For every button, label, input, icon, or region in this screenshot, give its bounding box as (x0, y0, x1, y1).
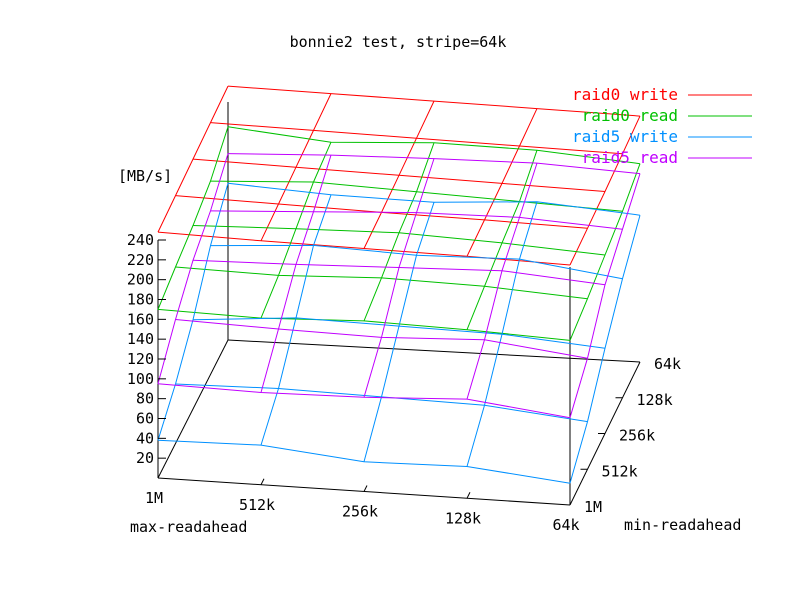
surface-2-col-4 (569, 215, 641, 484)
z-tick-label: 100 (127, 370, 154, 388)
z-tick-label: 80 (136, 390, 154, 408)
surface-1-col-1 (260, 141, 332, 319)
surface-0 (157, 85, 641, 266)
legend: raid0 write raid0 read raid5 write raid5 re… (572, 85, 752, 167)
legend-label-1: raid0 read (582, 106, 678, 125)
surface-1 (157, 126, 641, 341)
x-tick-label: 64k (552, 516, 579, 534)
surface-3 (157, 153, 641, 419)
surface-2-row-2 (192, 317, 606, 349)
surface-0-col-0 (157, 85, 229, 233)
z-tick-label: 120 (127, 350, 154, 368)
surface-2-col-1 (260, 194, 332, 446)
surface-1-row-1 (175, 266, 588, 300)
surface-0-col-4 (569, 115, 641, 266)
surface-3-col-0 (157, 153, 229, 384)
x-tick-label: 1M (145, 489, 163, 507)
surface-2-col-0 (157, 183, 229, 441)
surface-0-col-3 (466, 108, 538, 257)
surface-3-col-1 (260, 154, 332, 393)
y-axis-label: min-readahead (624, 516, 741, 534)
y-tick-label: 128k (637, 391, 673, 409)
z-tick-label: 40 (136, 429, 154, 447)
z-tick-label: 220 (127, 251, 154, 269)
chart-title: bonnie2 test, stripe=64k (290, 33, 507, 51)
surface-2-row-4 (227, 182, 641, 216)
surface-3-col-4 (569, 173, 641, 418)
base-back-edge (227, 339, 641, 363)
y-tick-label: 64k (654, 355, 681, 373)
surface-1-col-0 (157, 126, 229, 310)
z-tick-label: 240 (127, 231, 154, 249)
surface-3-row-4 (227, 153, 641, 175)
surface-2 (157, 182, 641, 484)
x-axis-label: max-readahead (130, 518, 247, 536)
surface-3-row-0 (157, 383, 571, 419)
surface-2-row-1 (175, 383, 588, 423)
legend-label-0: raid0 write (572, 85, 678, 104)
surface-2-row-3 (210, 244, 623, 280)
y-tick-label: 1M (584, 498, 602, 516)
x-tick-mark (363, 485, 368, 492)
legend-label-2: raid5 write (572, 127, 678, 146)
surface-1-col-3 (466, 150, 538, 330)
z-tick-label: 180 (127, 291, 154, 309)
z-tick-label: 20 (136, 449, 154, 467)
legend-label-3: raid5 read (582, 148, 678, 167)
z-tick-label: 60 (136, 410, 154, 428)
surface-3-col-3 (466, 162, 538, 400)
z-axis-label: [MB/s] (118, 167, 172, 185)
z-tick-label: 140 (127, 330, 154, 348)
x-tick-label: 512k (239, 496, 275, 514)
surface-2-col-2 (363, 202, 435, 462)
surface-3-col-2 (363, 158, 435, 398)
surfaces (157, 85, 641, 484)
y-tick-label: 512k (602, 462, 638, 480)
z-tick-label: 160 (127, 310, 154, 328)
z-tick-label: 200 (127, 271, 154, 289)
y-tick-label: 256k (619, 427, 655, 445)
x-tick-label: 128k (445, 509, 481, 527)
x-tick-mark (466, 492, 471, 499)
surface-0-col-2 (363, 100, 435, 249)
x-tick-mark (260, 478, 265, 485)
surface-0-col-1 (260, 93, 332, 242)
surface-1-col-2 (363, 142, 435, 322)
surface-0-row-0 (157, 231, 571, 266)
surface-2-col-3 (466, 201, 538, 467)
base-left-edge (157, 339, 229, 479)
surface-1-row-3 (210, 180, 623, 212)
x-tick-label: 256k (342, 503, 378, 521)
surface-1-col-4 (569, 163, 641, 341)
